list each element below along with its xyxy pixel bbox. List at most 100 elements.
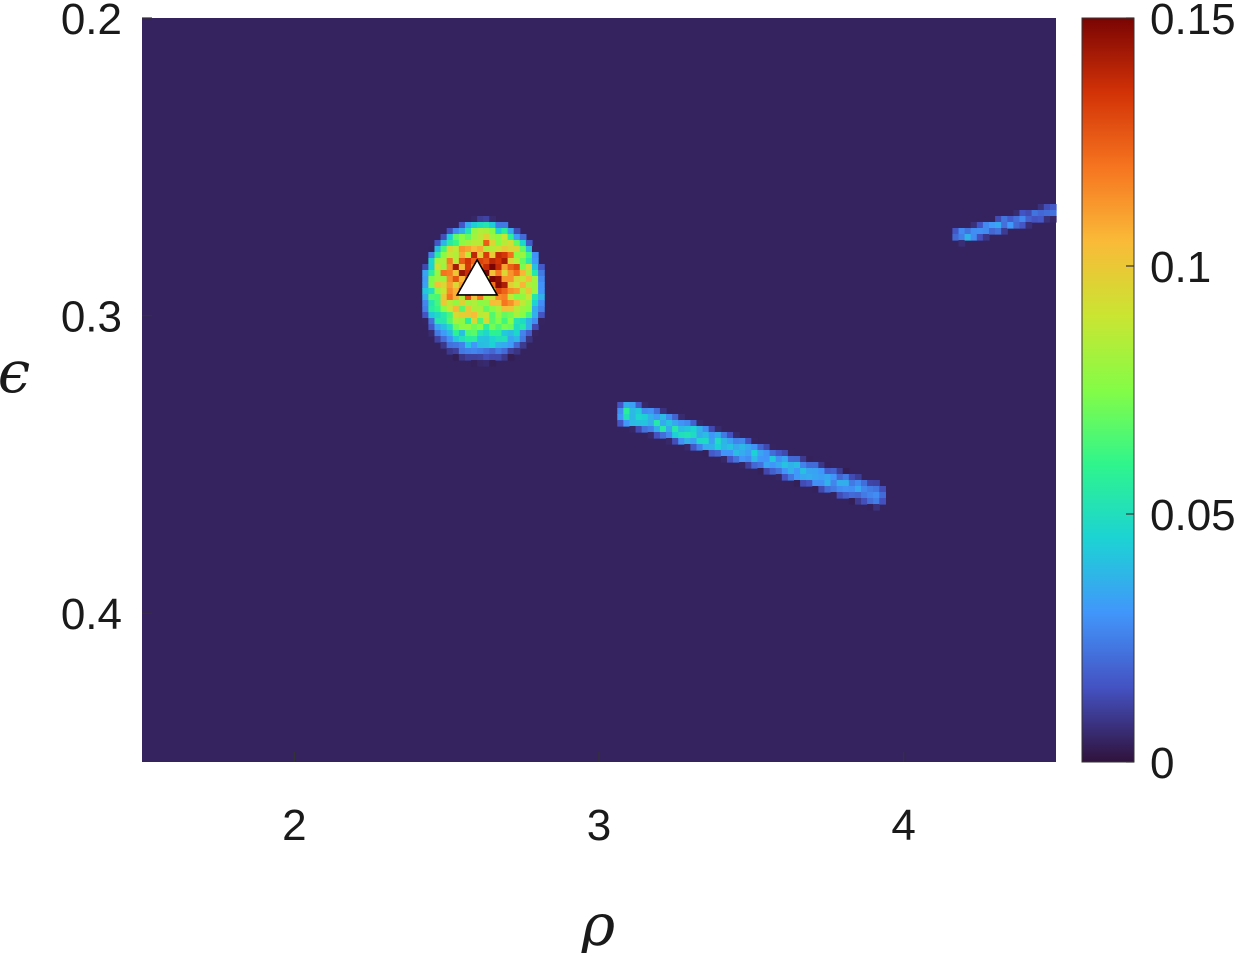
heatmap-cell <box>672 426 679 433</box>
heatmap-cell <box>446 246 454 253</box>
heatmap-cell <box>958 234 966 241</box>
heatmap-cell <box>525 336 533 343</box>
heatmap-cell <box>464 270 472 277</box>
heatmap-cell <box>763 456 771 463</box>
heatmap-cell <box>483 252 490 259</box>
heatmap-cell <box>501 336 509 343</box>
heatmap-cell <box>513 330 521 337</box>
heatmap-cell <box>702 426 710 433</box>
heatmap-cell <box>495 324 503 331</box>
heatmap-cell <box>861 486 868 493</box>
heatmap-cell <box>525 270 533 277</box>
heatmap-cell <box>751 450 759 457</box>
heatmap-cell <box>751 456 759 463</box>
heatmap-cell <box>995 222 1002 229</box>
heatmap-cell <box>471 354 478 361</box>
heatmap-cell <box>446 234 454 241</box>
heatmap-cell <box>690 420 698 427</box>
heatmap-cell <box>763 444 771 451</box>
heatmap-cell <box>1001 228 1008 235</box>
heatmap-cell <box>495 252 503 259</box>
heatmap-cell <box>507 294 515 301</box>
heatmap-cell <box>483 300 490 307</box>
heatmap-cell <box>525 306 533 313</box>
heatmap-cell <box>501 234 509 241</box>
heatmap-cell <box>531 264 539 271</box>
heatmap-cell <box>434 294 442 301</box>
heatmap-cell <box>678 420 685 427</box>
heatmap-cell <box>458 324 466 331</box>
heatmap-cell <box>477 318 484 325</box>
heatmap-cell <box>531 276 539 283</box>
heatmap-cell <box>538 312 545 319</box>
heatmap-cell <box>1019 222 1027 229</box>
heatmap-cell <box>720 438 728 445</box>
heatmap-cell <box>446 228 454 235</box>
heatmap-cell <box>720 456 728 463</box>
heatmap-cell <box>531 306 539 313</box>
heatmap-cell <box>464 234 472 241</box>
heatmap-cell <box>495 330 503 337</box>
heatmap-cell <box>733 456 740 463</box>
heatmap-cell <box>1025 210 1033 217</box>
heatmap-cell <box>452 246 460 253</box>
heatmap-cell <box>513 294 521 301</box>
heatmap-cell <box>483 354 490 361</box>
heatmap-cell <box>446 348 454 355</box>
heatmap-cell <box>501 246 509 253</box>
heatmap-cell <box>995 216 1002 223</box>
heatmap-cell <box>464 318 472 325</box>
heatmap-cell <box>726 444 734 451</box>
heatmap-cell <box>531 318 539 325</box>
heatmap-cell <box>647 432 655 439</box>
heatmap-cell <box>513 270 521 277</box>
heatmap-cell <box>489 348 497 355</box>
heatmap-cell <box>507 258 515 265</box>
heatmap-cell <box>964 228 972 235</box>
heatmap-cell <box>538 282 545 289</box>
heatmap-cell <box>854 480 862 487</box>
heatmap-cell <box>733 444 740 451</box>
heatmap-cell <box>775 462 783 469</box>
heatmap-cell <box>861 492 868 499</box>
heatmap-cell <box>745 438 752 445</box>
heatmap-cell <box>434 300 442 307</box>
heatmap-cell <box>976 234 984 241</box>
heatmap-cell <box>1043 210 1051 217</box>
heatmap-cell <box>519 324 527 331</box>
heatmap-cell <box>446 264 454 271</box>
heatmap-cell <box>477 240 484 247</box>
heatmap-cell <box>867 492 874 499</box>
heatmap-cell <box>440 276 448 283</box>
heatmap-cell <box>531 270 539 277</box>
heatmap-cell <box>867 480 874 487</box>
heatmap-cell <box>440 342 448 349</box>
heatmap-cell <box>464 252 472 259</box>
heatmap-cell <box>873 504 880 511</box>
heatmap-cell <box>428 294 436 301</box>
heatmap-cell <box>464 330 472 337</box>
heatmap-cell <box>958 228 966 235</box>
heatmap-cell <box>861 480 868 487</box>
heatmap-cell <box>501 306 509 313</box>
heatmap-cell <box>452 342 460 349</box>
heatmap-cell <box>440 324 448 331</box>
heatmap-cell <box>726 456 734 463</box>
heatmap-cell <box>647 420 655 427</box>
heatmap-cell <box>513 282 521 289</box>
heatmap-cell <box>464 246 472 253</box>
heatmap-cell <box>702 432 710 439</box>
heatmap-cell <box>489 234 497 241</box>
heatmap-cell <box>507 246 515 253</box>
heatmap-cell <box>629 414 637 421</box>
heatmap-cell <box>501 312 509 319</box>
heatmap-cell <box>672 438 679 445</box>
heatmap-cell <box>873 492 880 499</box>
heatmap-cell <box>659 432 667 439</box>
heatmap-cell <box>513 234 521 241</box>
heatmap-cell <box>641 426 649 433</box>
heatmap-cell <box>434 264 442 271</box>
heatmap-cell <box>970 228 978 235</box>
heatmap-cell <box>446 240 454 247</box>
heatmap-cell <box>842 468 850 475</box>
